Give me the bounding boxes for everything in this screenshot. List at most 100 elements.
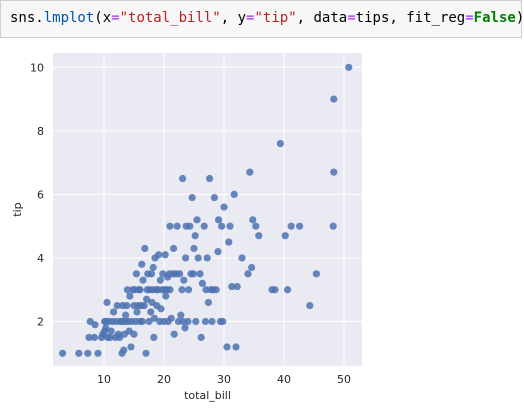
code-token: (x	[94, 10, 112, 26]
data-point	[210, 193, 218, 202]
y-tick-label: 10	[30, 61, 44, 74]
data-point	[122, 311, 130, 319]
data-point	[330, 95, 338, 103]
x-tick-label: 40	[277, 373, 291, 386]
data-point	[212, 286, 220, 294]
code-cell[interactable]: sns.lmplot(x="total_bill", y="tip", data…	[0, 0, 524, 38]
data-point	[249, 216, 257, 224]
data-point	[91, 321, 99, 329]
data-point	[147, 270, 155, 278]
data-point	[190, 244, 198, 253]
data-point	[130, 330, 138, 338]
data-point	[123, 302, 131, 310]
code-token: "tip"	[254, 10, 297, 26]
x-tick-label: 20	[157, 373, 171, 386]
data-point	[127, 343, 135, 351]
y-axis-label: tip	[11, 202, 24, 216]
data-point	[181, 324, 189, 332]
data-point	[225, 238, 233, 246]
data-point	[191, 232, 199, 240]
data-point	[147, 308, 155, 316]
code-token: sns.	[10, 10, 44, 26]
data-point	[306, 302, 314, 310]
data-point	[166, 222, 174, 230]
data-point	[157, 305, 165, 313]
data-point	[140, 302, 148, 310]
data-point	[136, 286, 144, 294]
code-token: tips, fit_reg	[355, 10, 466, 26]
data-point	[200, 222, 208, 230]
data-point	[203, 254, 211, 262]
data-point	[246, 168, 254, 176]
data-point	[166, 286, 174, 294]
data-point	[184, 317, 192, 326]
data-point	[132, 270, 140, 278]
data-point	[84, 349, 92, 357]
x-tick-label: 10	[97, 373, 111, 386]
data-point	[194, 254, 202, 262]
code-token: "total_bill"	[119, 10, 221, 26]
data-point	[139, 276, 147, 284]
data-point	[252, 222, 260, 230]
data-point	[312, 270, 320, 278]
data-point	[188, 193, 196, 202]
data-point	[107, 327, 115, 335]
code-token: False	[473, 10, 516, 26]
data-point	[142, 349, 150, 357]
data-point	[94, 349, 102, 357]
data-point	[208, 317, 216, 326]
data-point	[182, 254, 190, 262]
data-point	[276, 139, 284, 148]
data-point	[215, 216, 223, 224]
y-tick-label: 4	[37, 252, 44, 265]
data-point	[167, 314, 175, 322]
code-token: =	[111, 10, 120, 26]
data-point	[179, 174, 187, 183]
code-token: lmplot	[43, 10, 95, 26]
data-points	[59, 63, 353, 357]
data-point	[220, 203, 228, 211]
data-point	[255, 232, 263, 240]
data-point	[141, 244, 149, 253]
code-token: =	[347, 10, 356, 26]
data-point	[75, 349, 83, 357]
data-point	[103, 298, 111, 307]
data-point	[271, 286, 279, 294]
x-tick-label: 30	[217, 373, 231, 386]
data-point	[198, 279, 206, 287]
data-point	[345, 63, 353, 71]
data-point	[177, 311, 185, 319]
data-point	[230, 190, 238, 199]
x-tick-labels: 10 20 30 40 50	[97, 373, 351, 386]
data-point	[192, 317, 200, 326]
data-point	[126, 292, 134, 300]
code-token: , y	[220, 10, 247, 26]
data-point	[226, 222, 234, 230]
data-point	[170, 330, 178, 338]
data-point	[233, 282, 241, 291]
y-tick-label: 6	[37, 188, 44, 201]
data-point	[156, 276, 164, 284]
data-point	[204, 298, 212, 307]
data-point	[248, 263, 256, 272]
data-point	[189, 270, 197, 278]
data-point	[238, 254, 246, 262]
x-tick-label: 50	[337, 373, 351, 386]
data-point	[113, 302, 121, 310]
data-point	[143, 295, 151, 303]
data-point	[330, 168, 338, 176]
data-point	[145, 317, 153, 326]
data-point	[120, 346, 128, 354]
code-token: =	[465, 10, 474, 26]
x-axis-label: total_bill	[184, 389, 231, 402]
data-point	[206, 174, 214, 183]
data-point	[284, 286, 292, 294]
y-tick-label: 2	[37, 316, 44, 329]
data-point	[197, 333, 205, 342]
data-point	[196, 270, 204, 278]
data-point	[281, 232, 289, 240]
data-point	[106, 333, 114, 342]
data-point	[180, 276, 188, 284]
data-point	[176, 270, 184, 278]
code-token: =	[246, 10, 255, 26]
